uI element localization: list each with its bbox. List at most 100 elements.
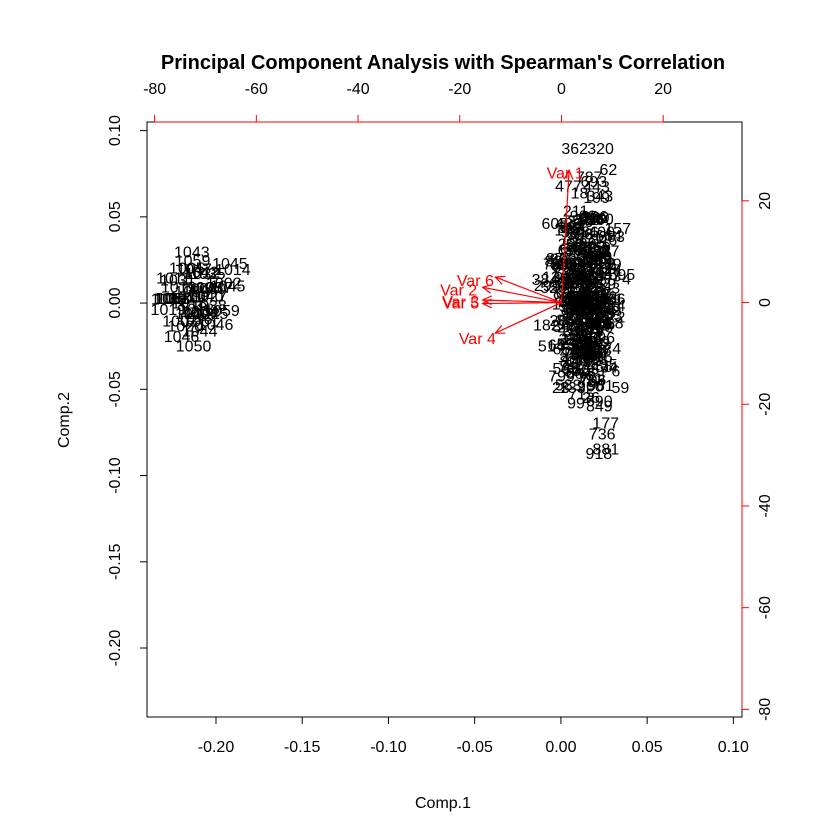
observation-label: 237 xyxy=(570,297,597,314)
observation-label: 429 xyxy=(589,277,616,294)
observation-label: 18 xyxy=(571,186,589,203)
y-tick-label: 0.05 xyxy=(107,201,124,232)
observation-label: 1050 xyxy=(176,338,212,355)
top-tick-label: 20 xyxy=(654,81,672,98)
observation-label: 855 xyxy=(586,359,613,376)
observation-label: 394 xyxy=(571,341,598,358)
observation-label: 724 xyxy=(595,263,622,280)
observation-label: 358 xyxy=(568,260,595,277)
observation-label: 470 xyxy=(573,311,600,328)
observation-label: 516 xyxy=(576,252,603,269)
observation-label: 1000 xyxy=(190,281,226,298)
observation-label: 1042 xyxy=(183,265,219,282)
observation-label: 666 xyxy=(563,301,590,318)
observation-label: 23 xyxy=(552,380,570,397)
observation-label: 528 xyxy=(562,272,589,289)
observation-label: 295 xyxy=(534,278,561,295)
observation-label: 205 xyxy=(575,352,602,369)
chart-title: Principal Component Analysis with Spearm… xyxy=(161,52,725,74)
observation-label: 339 xyxy=(559,294,586,311)
observation-label: 1051 xyxy=(153,291,189,308)
observation-label: 904 xyxy=(576,250,603,267)
observation-label: 156 xyxy=(587,320,614,337)
observation-label: 500 xyxy=(563,363,590,380)
observation-label: 380 xyxy=(583,210,610,227)
observation-label: 949 xyxy=(595,302,622,319)
observation-label: 126 xyxy=(567,282,594,299)
observation-label: 854 xyxy=(572,302,599,319)
observation-label: 496 xyxy=(562,350,589,367)
right-tick-label: -20 xyxy=(757,393,774,416)
observation-label: 148 xyxy=(578,295,605,312)
observation-label: 946 xyxy=(557,312,584,329)
observation-label: 395 xyxy=(551,275,578,292)
observation-label: 345 xyxy=(566,338,593,355)
observation-label: 799 xyxy=(548,368,575,385)
observation-label: 87 xyxy=(560,354,578,371)
observation-label: 327 xyxy=(558,332,585,349)
x-tick-label: -0.20 xyxy=(198,739,235,756)
observation-label: 369 xyxy=(584,240,611,257)
observation-label: 93 xyxy=(600,289,618,306)
y-tick-label: -0.05 xyxy=(107,371,124,408)
top-tick-label: -80 xyxy=(143,81,166,98)
top-tick-label: -20 xyxy=(448,81,471,98)
observation-label: 337 xyxy=(557,220,584,237)
observation-label: 327 xyxy=(593,244,620,261)
observation-label: 736 xyxy=(589,426,616,443)
observation-label: 586 xyxy=(568,297,595,314)
observation-label: 464 xyxy=(573,255,600,272)
observation-label: 1019 xyxy=(161,279,197,296)
observation-label: 109 xyxy=(566,326,593,343)
observation-label: 5 xyxy=(572,220,581,237)
observation-label: 975 xyxy=(565,300,592,317)
observation-label: 784 xyxy=(581,348,608,365)
observation-label: 157 xyxy=(604,221,631,238)
observation-label: 1044 xyxy=(182,282,218,299)
observation-label: 538 xyxy=(583,287,610,304)
top-tick-label: 0 xyxy=(557,81,566,98)
observation-label: 476 xyxy=(577,284,604,301)
observation-label: 705 xyxy=(571,289,598,306)
observation-label: 512 xyxy=(559,299,586,316)
observation-label: 925 xyxy=(585,301,612,318)
observation-label: 4 xyxy=(622,272,631,289)
observation-label: 1032 xyxy=(185,266,221,283)
observation-label: 773 xyxy=(583,244,610,261)
observation-label: 99 xyxy=(567,396,585,413)
observation-label: 112 xyxy=(560,331,586,348)
right-tick-label: 20 xyxy=(757,192,774,210)
observation-label: 507 xyxy=(577,337,604,354)
observation-label: 759 xyxy=(590,261,617,278)
observation-label: 396 xyxy=(561,312,588,329)
observation-label: 40 xyxy=(578,302,596,319)
observation-label: 1050 xyxy=(157,291,193,308)
observation-label: 993 xyxy=(586,250,613,267)
observation-label: 941 xyxy=(586,294,613,311)
observation-label: 595 xyxy=(608,267,635,284)
observation-label: 619 xyxy=(583,334,610,351)
observation-label: 1018 xyxy=(171,296,207,313)
x-tick-label: -0.15 xyxy=(284,739,321,756)
observation-label: 1002 xyxy=(206,276,242,293)
observation-label: 323 xyxy=(564,290,591,307)
observation-label: 176 xyxy=(586,306,613,323)
observation-label: 58 xyxy=(568,243,586,260)
observation-label: 3 xyxy=(565,311,574,328)
observation-label: 877 xyxy=(546,251,573,268)
bottom-axis: -0.20 -0.15 -0.10 -0.05 0.00 0.05 0.10 xyxy=(198,716,749,756)
observation-label: 208 xyxy=(549,313,576,330)
observation-label: 934 xyxy=(567,271,594,288)
y-tick-label: 0.10 xyxy=(107,115,124,146)
observation-label: 329 xyxy=(595,256,622,273)
observation-label: 386 xyxy=(581,209,608,226)
observation-label: 893 xyxy=(561,302,588,319)
observation-label: 849 xyxy=(586,399,613,416)
observation-label: 56 xyxy=(566,237,584,254)
observation-label: 653 xyxy=(578,284,605,301)
observation-label: 916 xyxy=(586,315,613,332)
observation-label: 352 xyxy=(589,256,616,273)
top-tick-label: -60 xyxy=(245,81,268,98)
observation-label: 583 xyxy=(552,361,579,378)
